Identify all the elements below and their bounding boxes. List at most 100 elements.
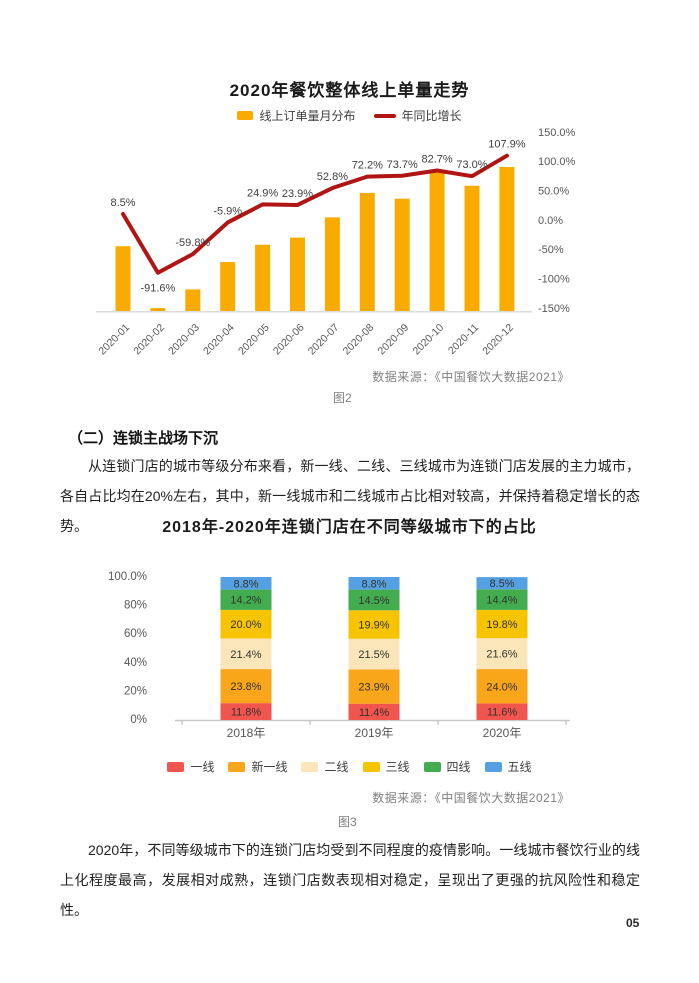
segment-value-label: 11.6% [487,707,518,719]
category-label: 2020年 [483,726,522,740]
line-value-label: 73.7% [387,159,418,171]
line-value-label: -5.9% [213,205,242,217]
page-number: 05 [626,916,640,930]
stack-segment [476,703,528,720]
right-axis-tick: 50.0% [538,186,569,198]
x-axis-label: 2020-10 [410,322,446,358]
stack-segment [348,589,400,611]
tier-legend-swatch [362,761,380,772]
chart1-title: 2020年餐饮整体线上单量走势 [229,81,470,100]
line-value-label: 24.9% [247,187,278,199]
right-axis-tick: -50% [538,244,564,256]
order-volume-bar [115,246,131,311]
segment-value-label: 23.8% [230,681,261,693]
stack-segment [348,669,400,704]
right-axis-tick: -100% [538,274,570,286]
yoy-growth-line [121,153,509,275]
segment-value-label: 21.4% [230,649,261,661]
right-axis-tick: -150% [538,303,570,315]
legend-label: 二线 [324,760,349,774]
x-axis-label: 2020-06 [271,322,307,358]
chart2-source: 数据来源：《中国餐饮大数据2021》 [372,791,570,805]
segment-value-label: 20.0% [230,619,261,631]
line-value-label: 82.7% [421,153,452,165]
segment-value-label: 8.5% [489,578,514,590]
order-volume-bar [359,192,375,311]
x-axis-label: 2020-07 [306,322,342,358]
city-tier-stacked-chart: 100.0% 80% 60% 40% 20% 0% 11.8% 23.8% 21.4% 20.0%… [108,571,570,740]
segment-value-label: 19.9% [358,620,389,632]
y-axis-tick: 40% [124,657,147,669]
order-volume-bar [324,217,340,311]
segment-value-label: 14.5% [358,595,389,607]
legend-item: 二线 [301,758,349,775]
order-volume-bar [255,244,271,311]
chart1-legend: 线上订单量月分布 年同比增长 [0,107,699,124]
segment-value-label: 8.8% [361,578,386,590]
legend-item: 四线 [423,758,471,775]
stack-segment [220,703,272,720]
figure2-caption: 图2 [333,391,352,405]
legend-item: 五线 [484,758,532,775]
section-heading: （二）连锁主战场下沉 [68,430,219,447]
stack-segment [348,703,400,720]
legend-item: 一线 [167,758,214,775]
segment-value-label: 14.4% [486,595,517,607]
stack-segment [220,577,272,590]
right-axis-tick: 150.0% [538,127,576,139]
x-axis-label: 2020-08 [341,322,377,358]
stack-segment [220,589,272,610]
stack-segment [476,577,528,590]
order-volume-bar [499,167,515,311]
right-axis-tick: 0.0% [538,215,563,227]
legend-label: 线上订单量月分布 [259,109,356,123]
x-axis-label: 2020-09 [376,322,412,358]
order-volume-bar [220,262,236,311]
segment-value-label: 19.8% [486,619,517,631]
stack-segment [348,577,400,590]
bar-legend-swatch [237,111,254,120]
line-value-label: 107.9% [488,139,526,151]
figure3-caption: 图3 [338,815,357,829]
category-label: 2018年 [227,726,266,740]
line-value-label: 52.8% [317,171,348,183]
legend-label: 三线 [385,760,410,774]
stack-segment [348,610,400,639]
tier-legend-swatch [167,761,185,772]
line-value-label: 8.5% [110,197,135,209]
line-value-label: 73.0% [456,159,487,171]
y-axis-tick: 0% [130,714,147,726]
chart1-source: 数据来源：《中国餐饮大数据2021》 [372,370,570,384]
stack-segment [220,669,272,704]
segment-value-label: 14.2% [230,595,261,607]
legend-item: 三线 [362,758,410,775]
legend-item: 新一线 [228,758,287,775]
segment-value-label: 11.8% [231,707,262,719]
y-axis-tick: 80% [124,600,147,612]
x-axis-label: 2020-04 [201,322,237,358]
closing-paragraph: 2020年，不同等级城市下的连锁门店均受到不同程度的疫情影响。一线城市餐饮行业的… [60,842,640,918]
segment-value-label: 21.6% [486,649,517,661]
legend-label: 年同比增长 [401,109,462,123]
monthly-online-orders-chart: 8.5% -91.6% -59.8% -5.9% 24.9% 23.9% 52.8% 72.2… [96,127,576,358]
legend-item: 年同比增长 [373,107,462,124]
tier-legend-swatch [228,761,246,772]
chart2-title: 2018年-2020年连锁门店在不同等级城市下的占比 [162,519,537,536]
x-axis-label: 2020-03 [166,322,202,358]
segment-value-label: 11.4% [359,707,390,719]
x-axis-label: 2020-02 [131,322,167,358]
order-volume-bar [394,198,410,311]
tier-legend-swatch [423,761,441,772]
category-label: 2019年 [355,726,394,740]
stack-segment [476,669,528,704]
legend-label: 五线 [507,760,532,774]
chart2-legend: 一线 新一线 二线 三线 四线 五线 [0,758,699,775]
x-axis-label: 2020-01 [96,322,132,358]
y-axis-tick: 60% [124,628,147,640]
stack-segment [220,609,272,639]
stack-segment [476,638,528,670]
stack-segment [476,609,528,639]
line-value-label: 23.9% [282,188,313,200]
tier-legend-swatch [301,761,319,772]
